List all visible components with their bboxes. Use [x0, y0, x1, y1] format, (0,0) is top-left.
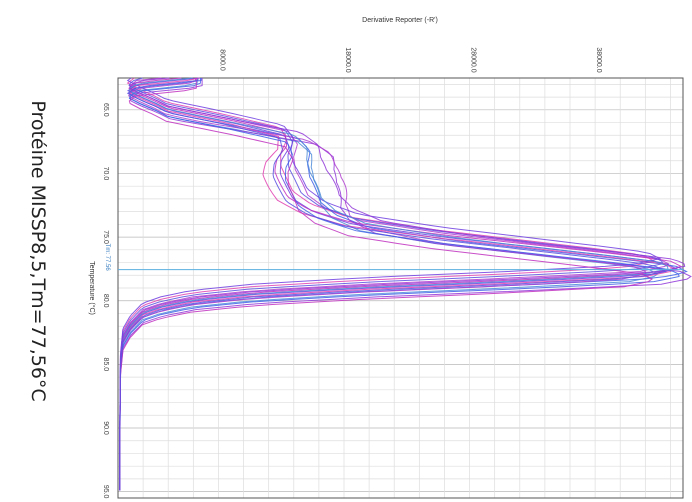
x-tick-label: 70.0	[102, 167, 109, 181]
y-tick-label: 8000.0	[218, 49, 225, 71]
y-tick-label: 18000.0	[344, 47, 351, 72]
series-line	[119, 78, 688, 491]
series-line	[119, 77, 686, 491]
plot-frame	[117, 77, 684, 499]
series-line	[119, 78, 667, 491]
y-tick-label: 28000.0	[470, 47, 477, 72]
x-tick-label: 95.0	[102, 485, 109, 499]
y-tick-labels: 8000.0 18000.0 28000.0 38000.0	[218, 47, 602, 72]
x-tick-label: 65.0	[102, 103, 109, 117]
x-axis-title: Temperature (°C)	[88, 261, 96, 315]
y-axis-title: Derivative Reporter (-R')	[362, 17, 438, 24]
y-tick-label: 38000.0	[595, 47, 602, 72]
tm-marker-label: Tm: 77.56	[104, 244, 110, 272]
x-tick-labels: 65.0 70.0 75.0 80.0 85.0 90.0 95.0	[102, 103, 109, 499]
x-tick-label: 80.0	[102, 294, 109, 308]
x-tick-label: 90.0	[102, 421, 109, 435]
x-tick-label: 85.0	[102, 358, 109, 372]
x-tick-label: 75.0	[102, 230, 109, 244]
series-layer	[119, 77, 692, 491]
